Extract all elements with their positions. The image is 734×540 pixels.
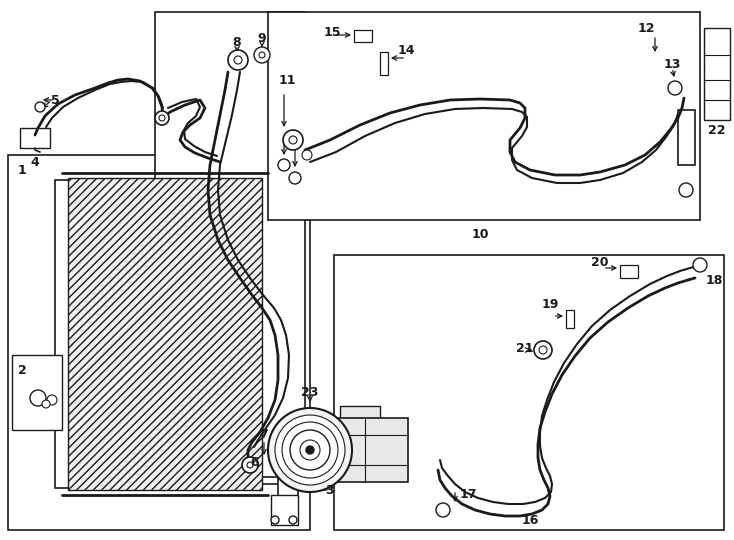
Bar: [704, 28, 730, 120]
Circle shape: [300, 440, 320, 460]
Circle shape: [234, 56, 242, 64]
Circle shape: [242, 457, 258, 473]
Bar: [262, 188, 280, 484]
Text: 15: 15: [323, 25, 341, 38]
Text: 5: 5: [51, 93, 59, 106]
Bar: [334, 255, 724, 530]
Text: 4: 4: [31, 156, 40, 168]
Circle shape: [271, 516, 279, 524]
Bar: [271, 495, 298, 525]
Circle shape: [42, 400, 50, 408]
Text: 7: 7: [260, 429, 269, 442]
Text: 3: 3: [326, 483, 334, 496]
Bar: [620, 265, 638, 278]
Text: 8: 8: [233, 36, 241, 49]
Bar: [566, 310, 574, 328]
Circle shape: [282, 422, 338, 478]
Circle shape: [159, 115, 165, 121]
Circle shape: [668, 81, 682, 95]
Circle shape: [35, 102, 45, 112]
Text: 23: 23: [302, 386, 319, 399]
Text: 2: 2: [18, 363, 26, 376]
Text: 1: 1: [18, 164, 26, 177]
Circle shape: [289, 516, 297, 524]
Bar: [278, 180, 298, 500]
Circle shape: [259, 52, 265, 58]
Text: 19: 19: [541, 299, 559, 312]
Text: 13: 13: [664, 58, 680, 71]
Circle shape: [679, 183, 693, 197]
Bar: [340, 406, 380, 418]
Circle shape: [268, 408, 352, 492]
Bar: [155, 12, 305, 477]
Circle shape: [283, 130, 303, 150]
Text: 9: 9: [258, 31, 266, 44]
Text: 17: 17: [459, 489, 477, 502]
Bar: [55, 180, 72, 488]
Circle shape: [306, 446, 314, 454]
Circle shape: [30, 390, 46, 406]
Bar: [354, 30, 372, 42]
Bar: [20, 128, 50, 148]
Text: 16: 16: [521, 514, 539, 526]
Circle shape: [290, 430, 330, 470]
Circle shape: [275, 415, 345, 485]
Text: 6: 6: [251, 456, 259, 469]
Text: 14: 14: [397, 44, 415, 57]
Bar: [338, 418, 408, 482]
Bar: [8, 155, 310, 530]
Bar: [678, 110, 695, 165]
Text: 20: 20: [592, 255, 608, 268]
Circle shape: [155, 111, 169, 125]
Bar: [12, 355, 62, 430]
Text: 12: 12: [637, 22, 655, 35]
Bar: [268, 12, 700, 220]
Circle shape: [539, 346, 547, 354]
Circle shape: [289, 136, 297, 144]
Bar: [380, 52, 388, 75]
Text: 10: 10: [471, 228, 489, 241]
Circle shape: [289, 172, 301, 184]
Text: 18: 18: [705, 273, 723, 287]
Circle shape: [693, 258, 707, 272]
Text: 22: 22: [708, 124, 726, 137]
Text: 11: 11: [278, 73, 296, 86]
Circle shape: [302, 150, 312, 160]
Circle shape: [278, 159, 290, 171]
Bar: [68, 178, 262, 490]
Circle shape: [47, 395, 57, 405]
Circle shape: [228, 50, 248, 70]
Circle shape: [247, 462, 253, 468]
Text: 21: 21: [516, 341, 534, 354]
Circle shape: [436, 503, 450, 517]
Circle shape: [534, 341, 552, 359]
Circle shape: [254, 47, 270, 63]
